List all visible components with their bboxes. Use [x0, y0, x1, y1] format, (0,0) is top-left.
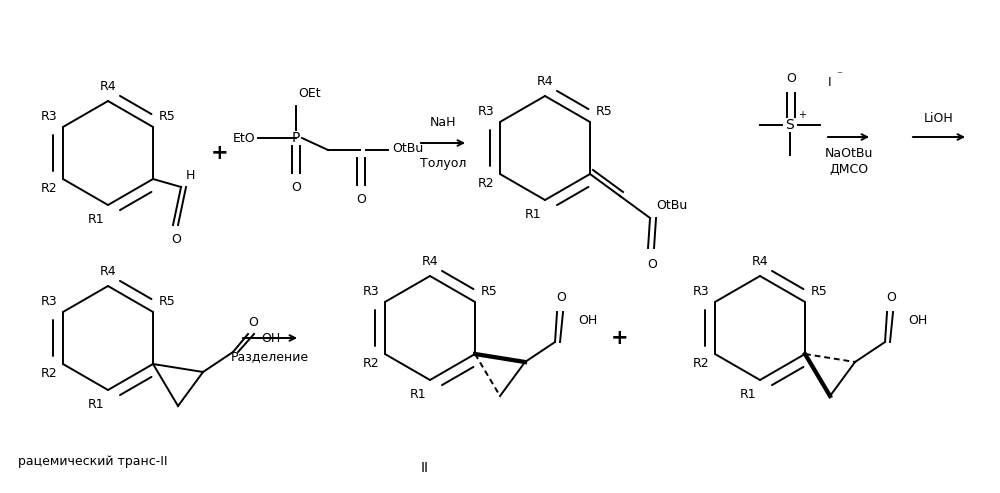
Text: R3: R3 [362, 285, 379, 298]
Text: P: P [292, 131, 300, 145]
Text: OtBu: OtBu [392, 141, 423, 154]
Text: O: O [248, 316, 258, 329]
Text: R3: R3 [692, 285, 709, 298]
Text: R3: R3 [40, 295, 57, 308]
Text: O: O [556, 291, 566, 304]
Text: R4: R4 [537, 75, 553, 88]
Text: R3: R3 [40, 110, 57, 123]
Text: R2: R2 [40, 182, 57, 195]
Text: +: + [611, 328, 629, 348]
Text: R5: R5 [159, 110, 176, 123]
Text: Разделение: Разделение [231, 350, 309, 363]
Text: R5: R5 [159, 295, 176, 308]
Text: ДМСО: ДМСО [829, 163, 868, 176]
Text: R1: R1 [739, 388, 756, 401]
Text: R3: R3 [477, 105, 494, 118]
Text: O: O [647, 258, 657, 271]
Text: R1: R1 [87, 398, 104, 411]
Text: S: S [786, 118, 794, 132]
Text: Толуол: Толуол [420, 157, 466, 170]
Text: I: I [828, 76, 832, 90]
Text: O: O [356, 193, 366, 206]
Text: R4: R4 [752, 255, 768, 268]
Text: OH: OH [261, 332, 280, 346]
Text: R2: R2 [692, 357, 709, 370]
Text: R5: R5 [596, 105, 613, 118]
Text: OH: OH [908, 314, 927, 326]
Text: H: H [186, 169, 195, 182]
Text: R1: R1 [409, 388, 426, 401]
Text: OH: OH [578, 314, 597, 326]
Text: OEt: OEt [298, 87, 321, 100]
Text: R1: R1 [524, 208, 541, 221]
Text: +: + [211, 143, 229, 163]
Text: EtO: EtO [232, 132, 255, 144]
Text: O: O [886, 291, 896, 304]
Text: NaH: NaH [430, 116, 456, 129]
Text: R2: R2 [40, 367, 57, 380]
Text: рацемический транс-II: рацемический транс-II [18, 455, 168, 468]
Text: R4: R4 [100, 265, 116, 278]
Text: R2: R2 [477, 177, 494, 190]
Text: LiOH: LiOH [924, 112, 954, 125]
Text: R4: R4 [422, 255, 438, 268]
Text: R4: R4 [100, 80, 116, 93]
Text: R5: R5 [481, 285, 498, 298]
Text: O: O [291, 181, 301, 194]
Text: OtBu: OtBu [656, 199, 687, 212]
Text: R5: R5 [811, 285, 828, 298]
Text: O: O [171, 233, 181, 246]
Text: NaOtBu: NaOtBu [824, 147, 873, 160]
Text: O: O [786, 72, 796, 85]
Text: R1: R1 [87, 213, 104, 226]
Text: R2: R2 [362, 357, 379, 370]
Text: ⁻: ⁻ [836, 70, 842, 80]
Text: II: II [421, 461, 429, 475]
Text: +: + [798, 110, 806, 120]
